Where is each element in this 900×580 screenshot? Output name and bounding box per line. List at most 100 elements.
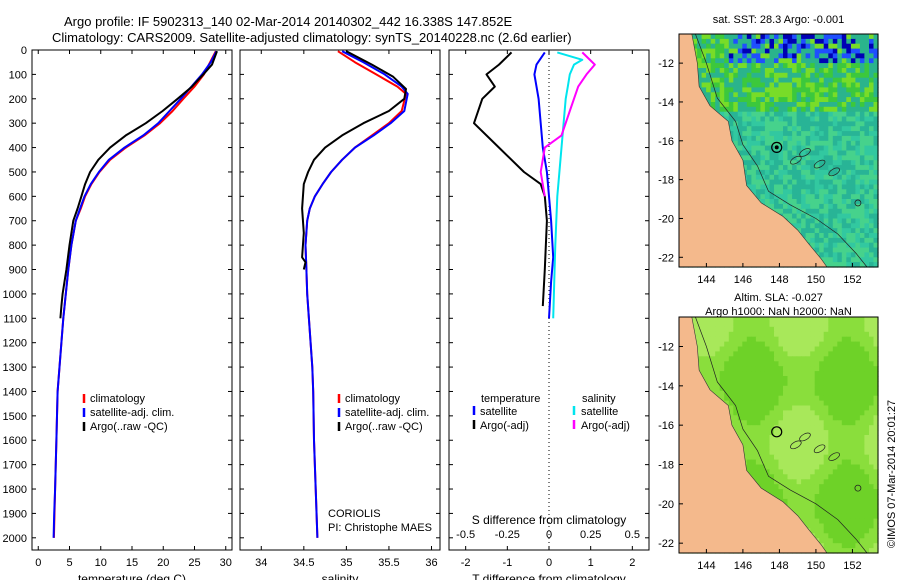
x-tick-label: 0 <box>35 557 41 569</box>
map-cell <box>801 43 807 50</box>
map-cell <box>832 390 838 397</box>
map-cell <box>823 53 829 59</box>
map-cell <box>774 385 780 392</box>
map-cell <box>746 449 752 456</box>
map-cell <box>810 376 816 382</box>
map-cell <box>719 63 725 69</box>
map-cell <box>873 247 879 254</box>
map-cell <box>774 400 780 407</box>
map-cell <box>823 469 829 475</box>
map-cell <box>769 97 775 103</box>
map-cell <box>728 58 734 64</box>
y-tick-label: 1700 <box>3 460 27 472</box>
map-cell <box>774 58 780 64</box>
map-cell <box>814 405 820 411</box>
map-cell <box>810 126 816 132</box>
map-cell <box>742 145 748 152</box>
map-cell <box>706 317 712 323</box>
map-cell <box>850 361 856 367</box>
map-cell <box>819 189 825 195</box>
map-cell <box>837 390 843 397</box>
map-cell <box>796 435 802 441</box>
map-cell <box>828 459 834 466</box>
map-cell <box>796 351 802 357</box>
map-cell <box>873 415 879 421</box>
map-cell <box>801 459 807 466</box>
map-cell <box>769 341 775 348</box>
map-cell <box>859 479 865 485</box>
map-cell <box>710 346 716 352</box>
map-cell <box>778 321 784 328</box>
map-cell <box>859 317 865 323</box>
map-cell <box>828 435 834 441</box>
x-tick-label: 34 <box>255 557 267 569</box>
map-cell <box>810 326 816 333</box>
map-cell <box>742 165 748 171</box>
map-cell <box>810 106 816 113</box>
map-cell <box>837 385 843 392</box>
map-cell <box>832 317 838 323</box>
map-cell <box>764 72 770 79</box>
map-cell <box>837 317 843 323</box>
map-cell <box>792 351 798 357</box>
map-cell <box>810 351 816 357</box>
map-cell <box>841 247 847 254</box>
map-cell <box>792 376 798 382</box>
map-cell <box>778 102 784 108</box>
map-cell <box>764 420 770 426</box>
map-cell <box>814 420 820 426</box>
map-cell <box>828 410 834 416</box>
map-cell <box>850 203 856 210</box>
map-cell <box>814 140 820 147</box>
map-cell <box>873 351 879 357</box>
x-tick-label: 30 <box>220 557 232 569</box>
map-cell <box>737 53 743 59</box>
map-cell <box>864 390 870 397</box>
map-cell <box>746 346 752 352</box>
legend-label: Argo(..raw -QC) <box>345 421 423 433</box>
map-cell <box>873 43 879 50</box>
map-cell <box>850 346 856 352</box>
map-cell <box>792 464 798 470</box>
map-cell <box>719 376 725 382</box>
map-cell <box>846 48 852 55</box>
map-cell <box>846 356 852 362</box>
map-cell <box>774 336 780 343</box>
map-cell <box>801 82 807 88</box>
map-cell <box>864 135 870 142</box>
map-cell <box>819 326 825 333</box>
map-cell <box>814 116 820 122</box>
map-cell <box>850 237 856 244</box>
map-cell <box>864 160 870 166</box>
map-cell <box>814 121 820 127</box>
map-cell <box>873 97 879 103</box>
map-cell <box>764 321 770 328</box>
map-cell <box>846 336 852 343</box>
map-cell <box>873 341 879 348</box>
map-cell <box>796 82 802 88</box>
map-cell <box>769 479 775 485</box>
map-cell <box>742 444 748 451</box>
map-cell <box>755 400 761 407</box>
map-cell <box>733 38 739 45</box>
map-cell <box>710 385 716 392</box>
map-cell <box>828 87 834 93</box>
map-cell <box>828 341 834 348</box>
map-cell <box>859 430 865 436</box>
map-cell <box>864 449 870 456</box>
map-cell <box>841 242 847 249</box>
map-cell <box>805 366 811 372</box>
map-cell <box>805 444 811 451</box>
map-cell <box>841 435 847 441</box>
map-cell <box>841 361 847 367</box>
map-cell <box>796 459 802 466</box>
map-cell <box>801 346 807 352</box>
map-cell <box>792 68 798 74</box>
map-cell <box>764 97 770 103</box>
map-cell <box>742 106 748 113</box>
map-cell <box>859 87 865 93</box>
map-cell <box>873 252 879 258</box>
map-cell <box>855 218 861 224</box>
map-cell <box>728 111 734 118</box>
map-cell <box>859 203 865 210</box>
